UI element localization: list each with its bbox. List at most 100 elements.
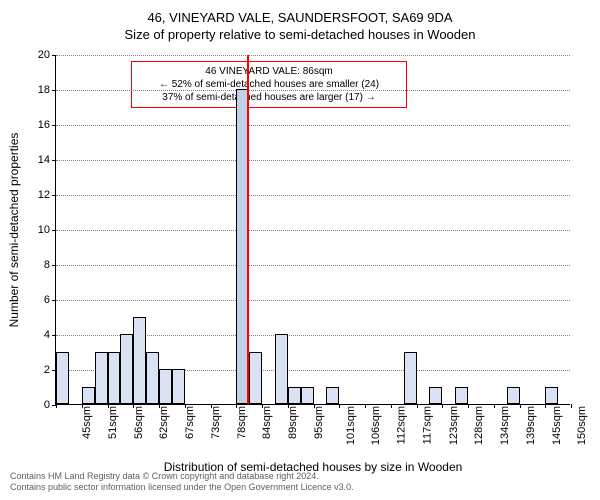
- bar: [95, 352, 108, 405]
- x-tick: [391, 404, 392, 408]
- x-tick: [262, 404, 263, 408]
- x-tick: [417, 404, 418, 408]
- bar: [56, 352, 69, 405]
- info-box: 46 VINEYARD VALE: 86sqm ← 52% of semi-de…: [131, 61, 407, 108]
- bar: [545, 387, 558, 405]
- x-tick-label: 51sqm: [107, 406, 119, 439]
- x-tick: [314, 404, 315, 408]
- x-tick: [185, 404, 186, 408]
- x-tick: [133, 404, 134, 408]
- grid-line: [56, 125, 570, 126]
- y-tick-label: 4: [20, 329, 50, 341]
- info-line: 46 VINEYARD VALE: 86sqm: [138, 65, 400, 78]
- x-tick: [571, 404, 572, 408]
- bar: [159, 369, 172, 404]
- x-tick-label: 145sqm: [551, 406, 563, 445]
- x-tick: [236, 404, 237, 408]
- x-tick-label: 67sqm: [184, 406, 196, 439]
- x-tick-label: 117sqm: [421, 406, 433, 444]
- x-tick-label: 150sqm: [576, 406, 588, 445]
- y-tick-label: 12: [20, 189, 50, 201]
- chart-area: Number of semi-detached properties Distr…: [55, 55, 570, 405]
- y-tick-label: 20: [20, 49, 50, 61]
- bar: [82, 387, 95, 405]
- y-tick: [52, 195, 56, 196]
- bar: [146, 352, 159, 405]
- bar: [275, 334, 288, 404]
- y-tick: [52, 125, 56, 126]
- x-tick-label: 123sqm: [448, 406, 460, 445]
- y-tick-label: 14: [20, 154, 50, 166]
- y-tick: [52, 230, 56, 231]
- x-tick-label: 95sqm: [313, 406, 325, 439]
- bar: [172, 369, 185, 404]
- x-tick-label: 101sqm: [345, 406, 357, 445]
- x-tick-label: 106sqm: [370, 406, 382, 445]
- footer-text: Contains HM Land Registry data © Crown c…: [10, 471, 354, 494]
- x-tick-label: 78sqm: [236, 406, 248, 439]
- grid-line: [56, 195, 570, 196]
- y-tick-label: 2: [20, 364, 50, 376]
- title-main: 46, VINEYARD VALE, SAUNDERSFOOT, SA69 9D…: [0, 0, 600, 25]
- x-tick: [442, 404, 443, 408]
- bar: [288, 387, 301, 405]
- y-tick-label: 6: [20, 294, 50, 306]
- x-tick-label: 128sqm: [473, 406, 485, 445]
- grid-line: [56, 160, 570, 161]
- grid-line: [56, 90, 570, 91]
- x-tick-label: 139sqm: [525, 406, 537, 445]
- y-tick: [52, 300, 56, 301]
- bar: [455, 387, 468, 405]
- plot-region: Number of semi-detached properties Distr…: [55, 55, 570, 405]
- bar: [404, 352, 417, 405]
- y-tick-label: 0: [20, 399, 50, 411]
- x-tick-label: 84sqm: [261, 406, 273, 439]
- y-tick: [52, 55, 56, 56]
- bar: [326, 387, 339, 405]
- y-tick-label: 10: [20, 224, 50, 236]
- x-tick: [288, 404, 289, 408]
- bar: [249, 352, 262, 405]
- x-tick: [56, 404, 57, 408]
- y-axis-label: Number of semi-detached properties: [7, 132, 21, 327]
- x-tick-label: 73sqm: [210, 406, 222, 439]
- y-tick: [52, 90, 56, 91]
- bar: [133, 317, 146, 405]
- bar: [429, 387, 442, 405]
- x-tick: [82, 404, 83, 408]
- y-tick-label: 8: [20, 259, 50, 271]
- x-tick-label: 112sqm: [395, 406, 407, 444]
- x-tick: [108, 404, 109, 408]
- x-tick: [159, 404, 160, 408]
- x-tick-label: 45sqm: [81, 406, 93, 439]
- title-sub: Size of property relative to semi-detach…: [0, 25, 600, 42]
- x-tick: [545, 404, 546, 408]
- x-tick-label: 62sqm: [158, 406, 170, 439]
- x-tick: [520, 404, 521, 408]
- bar: [108, 352, 121, 405]
- y-tick: [52, 160, 56, 161]
- x-tick-label: 56sqm: [133, 406, 145, 439]
- y-tick-label: 18: [20, 84, 50, 96]
- y-tick-label: 16: [20, 119, 50, 131]
- grid-line: [56, 55, 570, 56]
- bar: [120, 334, 133, 404]
- footer-line: Contains public sector information licen…: [10, 482, 354, 494]
- x-tick: [468, 404, 469, 408]
- x-tick-label: 89sqm: [287, 406, 299, 439]
- x-tick: [339, 404, 340, 408]
- bar: [507, 387, 520, 405]
- x-tick-label: 134sqm: [499, 406, 511, 445]
- x-tick: [365, 404, 366, 408]
- x-tick: [211, 404, 212, 408]
- y-tick: [52, 335, 56, 336]
- highlight-line: [247, 55, 249, 404]
- bar: [301, 387, 314, 405]
- grid-line: [56, 230, 570, 231]
- grid-line: [56, 265, 570, 266]
- y-tick: [52, 265, 56, 266]
- info-line: 37% of semi-detached houses are larger (…: [138, 91, 400, 104]
- grid-line: [56, 300, 570, 301]
- footer-line: Contains HM Land Registry data © Crown c…: [10, 471, 354, 483]
- x-tick: [494, 404, 495, 408]
